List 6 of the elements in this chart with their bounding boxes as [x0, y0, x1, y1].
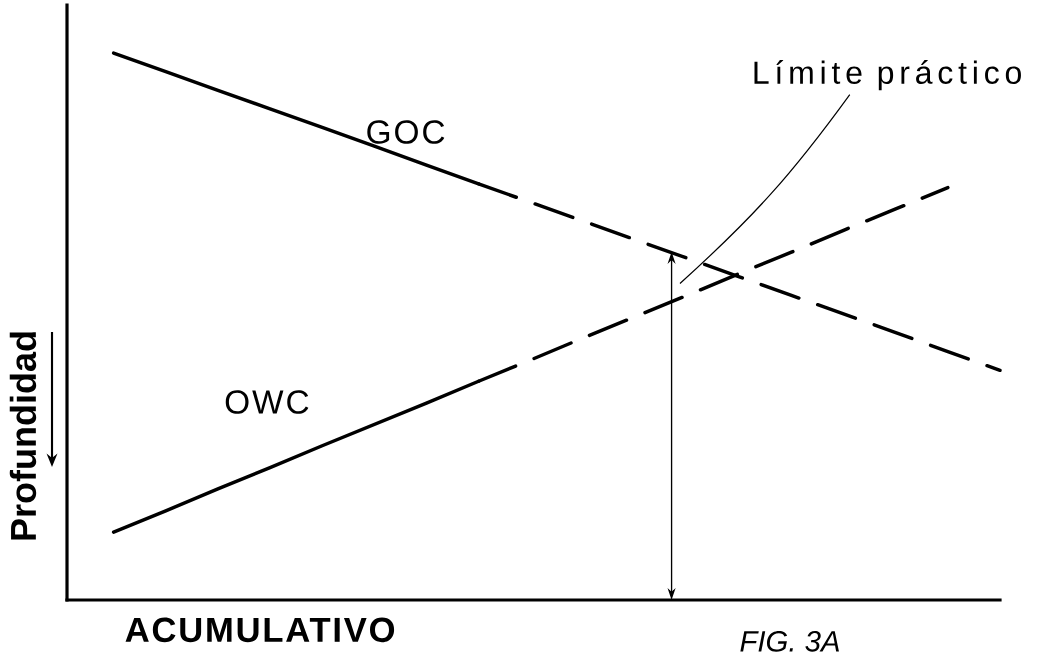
x-axis-title: ACUMULATIVO — [125, 617, 395, 643]
series-label: GOC — [367, 120, 445, 144]
y-axis-title: Profundidad — [9, 332, 37, 540]
annotation: Límite práctico — [754, 60, 1021, 91]
caption: FIG. 3A — [740, 630, 839, 652]
series-label: OWC — [225, 390, 309, 414]
